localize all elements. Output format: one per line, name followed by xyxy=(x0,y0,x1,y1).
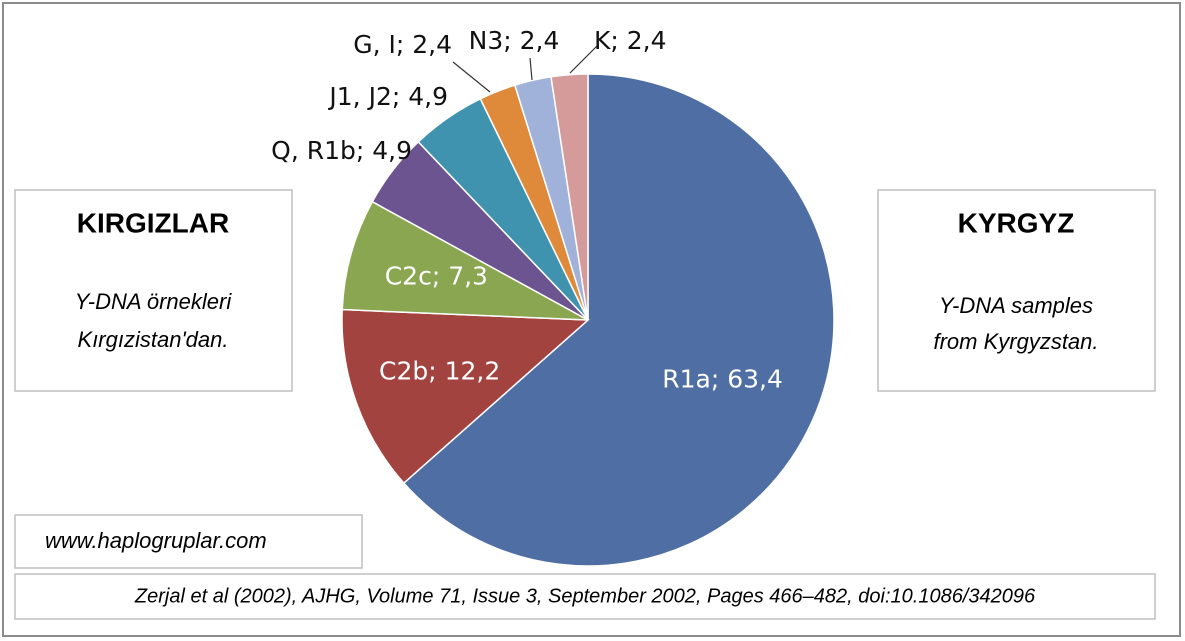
data-label: Q, R1b; 4,9 xyxy=(271,136,412,165)
pie-slice xyxy=(402,73,835,567)
data-label: C2b; 12,2 xyxy=(379,357,500,386)
pie-slice xyxy=(550,73,589,321)
data-label: J1, J2; 4,9 xyxy=(327,82,448,111)
website-box xyxy=(14,514,363,569)
leader-line xyxy=(529,57,533,81)
citation-box xyxy=(14,573,1156,620)
data-label: G, I; 2,4 xyxy=(353,30,452,59)
data-label: N3; 2,4 xyxy=(469,26,560,55)
pie: R1a; 63,4 C2b; 12,2 C2c; 7,3 Q, R1b; 4,9 J1,… xyxy=(271,26,835,567)
data-label: K; 2,4 xyxy=(594,26,667,55)
leader-line xyxy=(569,45,598,74)
data-label: R1a; 63,4 xyxy=(662,365,783,394)
data-label: C2c; 7,3 xyxy=(385,262,488,291)
website: www.haplogruplar.com xyxy=(45,528,267,553)
pie-slice xyxy=(341,308,590,485)
box-title: KYRGYZ xyxy=(958,207,1075,238)
box-text: Y-DNA örnekleri xyxy=(75,289,233,314)
citation: Zerjal et al (2002), AJHG, Volume 71, Is… xyxy=(134,585,1036,607)
box-title: KIRGIZLAR xyxy=(77,207,229,238)
leader-line xyxy=(452,61,491,93)
box-text: Kırgızistan'dan. xyxy=(78,327,229,352)
text-box xyxy=(14,189,293,392)
box-text: from Kyrgyzstan. xyxy=(933,329,1098,354)
text-box xyxy=(877,189,1156,392)
pie-slice xyxy=(341,200,589,321)
box-text: Y-DNA samples xyxy=(939,293,1093,318)
